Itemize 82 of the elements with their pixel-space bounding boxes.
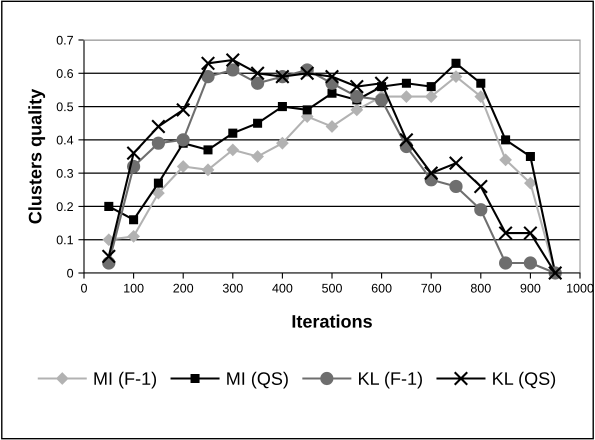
point	[126, 146, 141, 160]
legend-label: KL (F-1)	[359, 372, 422, 389]
y-tick-label: 0.3	[56, 168, 74, 178]
point	[326, 120, 338, 133]
point	[228, 128, 238, 138]
x-tick-label: 200	[173, 284, 194, 293]
x-tick-label: 100	[124, 284, 144, 293]
point	[302, 105, 312, 114]
point	[499, 256, 512, 270]
point	[451, 58, 461, 68]
point	[276, 136, 289, 150]
point	[152, 186, 165, 200]
x-tick-label: 300	[222, 284, 243, 293]
x-tick-label: 500	[322, 284, 342, 293]
point	[201, 70, 215, 84]
point	[450, 70, 462, 83]
y-tick-label: 0.5	[56, 102, 74, 112]
point	[253, 118, 262, 128]
point	[524, 256, 537, 270]
x-tick-label: 700	[421, 284, 442, 293]
point	[474, 203, 488, 216]
x-tick-label: 600	[372, 284, 392, 293]
y-tick-label: 0.7	[56, 36, 73, 45]
point	[127, 230, 140, 243]
point	[102, 249, 116, 264]
point	[152, 136, 165, 150]
point	[350, 79, 364, 94]
point	[200, 56, 216, 71]
point	[474, 90, 488, 103]
point	[523, 226, 538, 240]
point	[499, 154, 512, 166]
point	[176, 133, 190, 146]
point	[251, 76, 264, 90]
point	[449, 180, 463, 194]
point	[104, 202, 114, 211]
point	[476, 78, 486, 88]
y-tick-label: 0.1	[56, 236, 73, 244]
point	[226, 144, 240, 156]
point	[374, 76, 389, 91]
point	[226, 52, 240, 68]
point	[501, 135, 510, 144]
point	[350, 104, 364, 116]
point	[526, 152, 535, 162]
point	[402, 78, 411, 88]
point	[226, 63, 240, 77]
legend-label: MI (F-1)	[94, 372, 156, 389]
point	[399, 132, 414, 148]
point	[324, 69, 340, 84]
point	[474, 179, 488, 194]
point	[176, 102, 190, 118]
x-tick-label: 800	[470, 284, 491, 293]
point	[176, 160, 190, 173]
point	[426, 82, 436, 92]
point	[350, 90, 364, 104]
point	[424, 166, 438, 180]
point	[154, 178, 163, 188]
y-tick-label: 0.2	[56, 202, 73, 212]
x-tick-label: 900	[520, 284, 540, 293]
point	[375, 93, 388, 107]
y-axis-title: Clusters quality	[28, 88, 46, 224]
point	[202, 164, 214, 176]
legend-label: KL (QS)	[493, 372, 556, 389]
x-axis-title: Iterations	[292, 314, 372, 328]
point	[151, 119, 166, 134]
point	[251, 150, 264, 163]
point	[250, 66, 265, 81]
point	[129, 215, 138, 224]
point	[424, 90, 438, 103]
x-tick-label: 0	[81, 284, 87, 293]
legend-label: MI (QS)	[227, 372, 288, 389]
y-tick-label: 0.4	[56, 136, 74, 145]
y-tick-label: 0	[67, 268, 74, 278]
point	[498, 226, 513, 240]
x-tick-label: 400	[272, 284, 292, 293]
point	[448, 156, 464, 170]
y-tick-label: 0.6	[56, 69, 74, 78]
point	[278, 102, 287, 112]
point	[300, 66, 314, 81]
point	[524, 176, 537, 190]
point	[327, 88, 337, 98]
point	[203, 145, 213, 154]
point	[400, 90, 413, 103]
